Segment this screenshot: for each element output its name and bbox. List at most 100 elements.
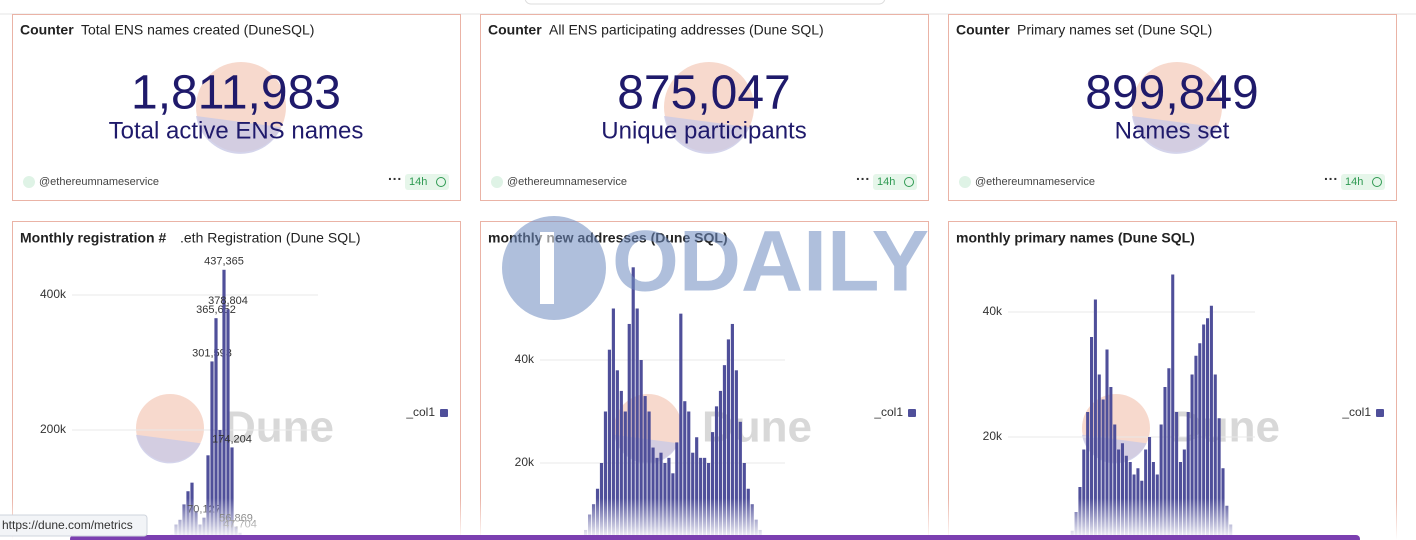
bar (1117, 449, 1121, 540)
bar (1198, 343, 1202, 540)
y-tick-label: 40k (983, 304, 1003, 318)
bar (643, 396, 647, 540)
search-bar[interactable] (524, 0, 886, 5)
age-check (1372, 177, 1382, 187)
bar (1202, 324, 1206, 540)
legend-swatch (1376, 409, 1384, 417)
bar (726, 339, 730, 540)
data-label: 365,652 (196, 304, 236, 316)
bar (651, 447, 655, 540)
counter-value: 1,811,983 (131, 67, 341, 120)
bar (631, 267, 635, 540)
chart-subtitle: .eth Registration (Dune SQL) (180, 230, 361, 246)
counter-label: Counter (956, 22, 1010, 38)
counter-subtitle: Total active ENS names (109, 117, 364, 144)
bar (1097, 374, 1101, 540)
bar (1113, 424, 1117, 540)
age-check (436, 177, 446, 187)
bar (1171, 274, 1175, 540)
chart-title: Monthly registration # (20, 230, 166, 246)
bar (222, 269, 226, 540)
bar (718, 390, 723, 540)
dune-watermark: Dune (1170, 403, 1280, 452)
more-menu[interactable]: ··· (856, 171, 870, 187)
dune-watermark: Dune (702, 403, 812, 452)
bar (675, 442, 679, 540)
bar (730, 323, 734, 540)
odaily-text: ODAILY (612, 214, 929, 310)
legend-label: _col1 (1341, 405, 1371, 419)
bar (210, 361, 214, 540)
counter-label: Counter (20, 22, 74, 38)
legend-swatch (440, 409, 448, 417)
bar (1101, 399, 1105, 540)
odaily-logo (540, 232, 554, 304)
bar (1144, 449, 1148, 540)
bar (710, 432, 715, 540)
bar (1109, 387, 1113, 540)
odaily-watermark: ODAILY (502, 214, 929, 320)
bar (1182, 449, 1186, 540)
legend-label: _col1 (873, 405, 903, 419)
bar (1082, 449, 1086, 540)
bar (1086, 412, 1090, 540)
bottom-fade (0, 498, 1416, 540)
bar (627, 323, 631, 540)
counter-subtitle: Unique participants (601, 117, 806, 144)
y-tick-label: 20k (983, 429, 1003, 443)
bar (623, 411, 627, 540)
chart-card (12, 221, 461, 540)
bar (206, 455, 210, 540)
owner-name: @ethereumnameservice (39, 176, 159, 188)
owner-name: @ethereumnameservice (507, 176, 627, 188)
bar (1190, 374, 1194, 540)
bar (619, 390, 623, 540)
owner-avatar (23, 176, 35, 188)
counter-value: 899,849 (1085, 67, 1259, 120)
legend-swatch (908, 409, 916, 417)
bar (1093, 299, 1097, 540)
chart-title: monthly primary names (Dune SQL) (956, 230, 1195, 246)
bar (683, 401, 687, 540)
bar (1105, 349, 1109, 540)
y-tick-label: 40k (515, 352, 535, 366)
age-text: 14h (409, 176, 427, 188)
data-label: 174,204 (212, 433, 252, 445)
bottom-bar (70, 535, 1360, 540)
bar (1194, 355, 1198, 540)
bar (1124, 455, 1128, 540)
more-menu[interactable]: ··· (1324, 171, 1338, 187)
bar (611, 308, 615, 540)
counter-label: Counter (488, 22, 542, 38)
bar (679, 313, 683, 540)
status-box (0, 514, 148, 537)
logo-watermark (1132, 116, 1218, 154)
bar (714, 406, 719, 540)
counter-title: Total ENS names created (DuneSQL) (81, 22, 314, 38)
bar (695, 437, 699, 540)
legend-label: _col1 (405, 405, 435, 419)
logo-watermark (664, 116, 750, 154)
counter-title: Primary names set (Dune SQL) (1017, 22, 1212, 38)
age-check (904, 177, 914, 187)
bar (1167, 368, 1171, 540)
age-text: 14h (1345, 176, 1363, 188)
bar (734, 370, 738, 540)
bar (1148, 437, 1152, 540)
counter-value: 875,047 (617, 67, 791, 120)
bar (647, 411, 651, 540)
data-label: 437,365 (204, 256, 244, 268)
dune-watermark: Dune (224, 403, 334, 452)
more-menu[interactable]: ··· (388, 171, 402, 187)
owner-avatar (959, 176, 971, 188)
owner-avatar (491, 176, 503, 188)
bar (1213, 374, 1217, 540)
owner-name: @ethereumnameservice (975, 176, 1095, 188)
bar (738, 421, 742, 540)
bar (603, 411, 608, 540)
bar (639, 360, 643, 540)
bar (1163, 387, 1167, 540)
y-tick-label: 400k (40, 287, 67, 301)
